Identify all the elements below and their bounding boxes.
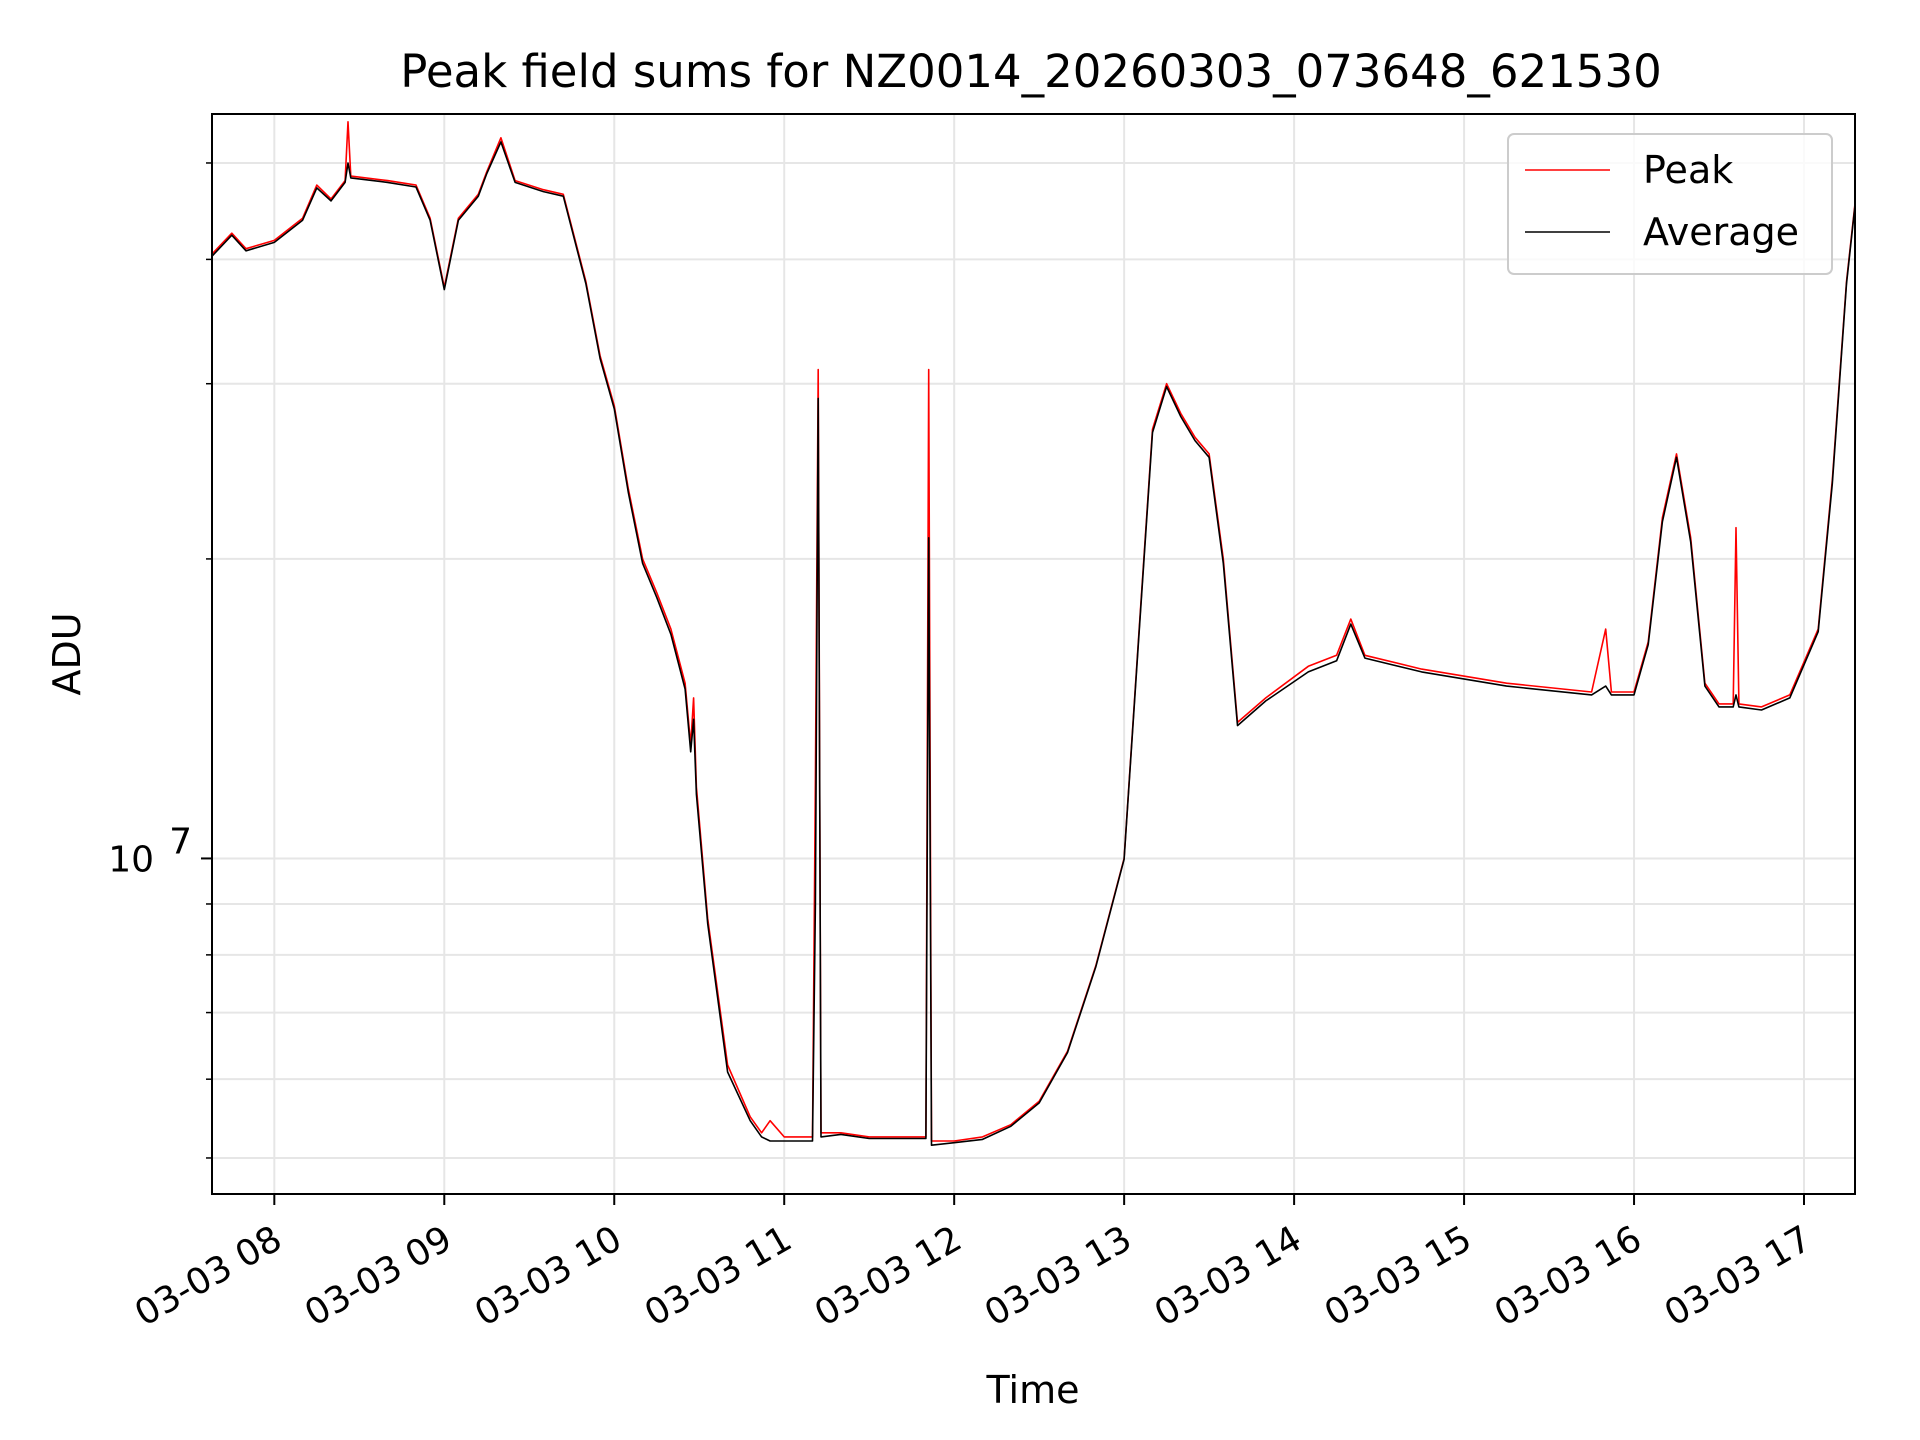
legend-label-peak: Peak — [1643, 148, 1733, 192]
y-tick-label: 10 — [108, 839, 154, 880]
y-axis-ticks: 10 7 — [108, 162, 212, 1159]
y-axis-label: ADU — [45, 612, 89, 695]
plot-frame — [211, 113, 1856, 1195]
series-line-average — [211, 141, 1856, 1146]
y-tick-label-exponent: 7 — [169, 821, 192, 862]
series-lines — [211, 121, 1856, 1146]
x-axis-label: Time — [986, 1368, 1080, 1412]
legend-label-average: Average — [1643, 210, 1799, 254]
legend-box — [1507, 133, 1833, 275]
chart-title: Peak field sums for NZ0014_20260303_0736… — [400, 45, 1661, 98]
legend: Peak Average — [1507, 133, 1833, 275]
